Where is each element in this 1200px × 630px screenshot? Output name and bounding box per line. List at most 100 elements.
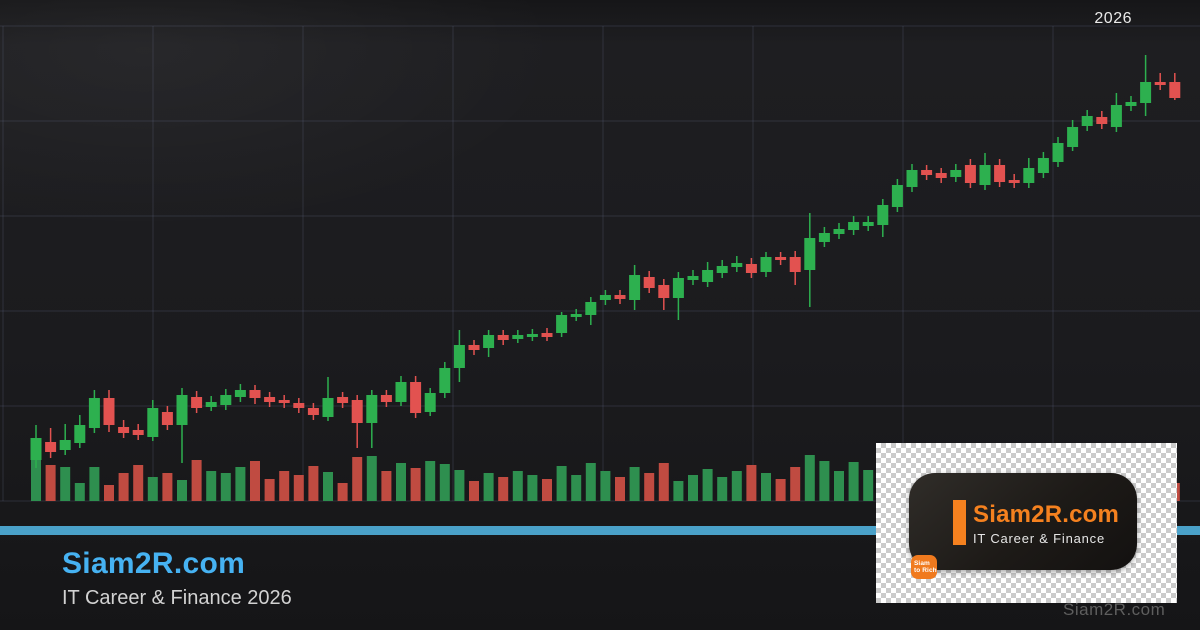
volume-bar	[206, 471, 217, 501]
candle-body	[395, 382, 407, 402]
volume-bar	[848, 462, 859, 501]
volume-bar	[381, 471, 392, 501]
volume-bar	[600, 471, 611, 501]
volume-bar	[790, 467, 801, 501]
candle-body	[935, 173, 947, 178]
candle-body	[716, 266, 728, 273]
volume-bar	[644, 473, 655, 501]
volume-bar	[177, 480, 187, 501]
candle-body	[337, 397, 349, 403]
volume-bar	[60, 467, 71, 501]
candle-body	[1081, 116, 1093, 126]
volume-bar	[133, 465, 144, 501]
candle-body	[1037, 158, 1049, 173]
candle-body	[59, 440, 71, 450]
volume-bar	[74, 483, 85, 501]
candle-body	[862, 222, 874, 226]
candle-body	[1096, 117, 1108, 124]
volume-bar	[191, 460, 202, 501]
volume-bar	[483, 473, 494, 501]
candle-body	[351, 400, 363, 423]
volume-bar	[717, 477, 728, 501]
candle-body	[687, 276, 699, 280]
candle-body	[745, 264, 757, 273]
candle-body	[483, 335, 495, 348]
volume-bar	[688, 475, 698, 501]
footer-brand-title: Siam2R.com	[62, 547, 246, 580]
candle-body	[147, 408, 159, 437]
volume-bar	[89, 467, 100, 501]
candle-body	[921, 170, 933, 175]
siam-to-rich-badge: Siam to Rich	[911, 555, 937, 579]
candle-body	[541, 333, 553, 337]
candle-body	[1052, 143, 1064, 162]
candle-body	[877, 205, 889, 225]
candle-body	[614, 295, 626, 299]
candle-body	[833, 229, 845, 234]
volume-bar	[673, 481, 684, 501]
candle-body	[672, 278, 684, 298]
candle-body	[118, 427, 130, 433]
volume-bar	[512, 471, 523, 501]
volume-bar	[761, 473, 771, 501]
volume-bar	[498, 477, 509, 501]
candle-body	[512, 335, 524, 339]
volume-bar	[118, 473, 129, 501]
watermark-text: Siam2R.com	[1063, 600, 1166, 619]
volume-bar	[746, 465, 757, 501]
volume-bar	[264, 479, 275, 501]
footer: Siam2R.com IT Career & Finance 2026	[62, 547, 292, 609]
candle-body	[760, 257, 772, 272]
volume-bar	[702, 469, 713, 501]
candle-body	[556, 315, 568, 333]
volume-bar	[542, 479, 552, 501]
candle-body	[293, 403, 305, 408]
candle-body	[439, 368, 451, 393]
candle-body	[205, 402, 217, 407]
volume-bar	[731, 471, 742, 501]
logo-image-panel: Siam2R.com IT Career & Finance Siam to R…	[876, 443, 1177, 603]
candle-body	[366, 395, 378, 423]
volume-bar	[527, 475, 538, 501]
candle-body	[1008, 180, 1020, 183]
candle-body	[380, 395, 392, 402]
candle-body	[1125, 102, 1137, 106]
candle-body	[964, 165, 976, 183]
candle-body	[88, 398, 100, 428]
volume-bar	[31, 460, 41, 501]
candle-body	[497, 335, 509, 340]
candle-body	[1023, 168, 1035, 183]
candle-body	[220, 395, 232, 405]
candle-body	[322, 398, 334, 417]
candle-body	[629, 275, 641, 300]
volume-bar	[323, 472, 333, 501]
candle-body	[570, 314, 582, 317]
volume-bar	[337, 483, 348, 501]
volume-bar	[863, 470, 874, 501]
candle-body	[1169, 82, 1181, 98]
volume-bar	[410, 468, 421, 501]
footer-subtitle: IT Career & Finance 2026	[62, 587, 292, 609]
volume-bar	[775, 479, 786, 501]
volume-bar	[629, 467, 640, 501]
volume-bar	[366, 456, 377, 501]
volume-bar	[308, 466, 319, 501]
candle-body	[643, 277, 655, 288]
badge-line-2: to Rich	[914, 567, 937, 574]
volume-bar	[658, 463, 669, 501]
volume-bar	[104, 485, 114, 501]
candle-body	[1067, 127, 1079, 147]
candle-body	[804, 238, 816, 270]
volume-bar	[250, 461, 260, 501]
candle-body	[161, 412, 173, 425]
volume-bar	[352, 457, 363, 501]
blue-divider-line	[0, 526, 1200, 535]
volume-bar	[819, 461, 830, 501]
candle-body	[906, 170, 918, 187]
candle-body	[818, 233, 830, 242]
candle-body	[979, 165, 991, 185]
candle-body	[1154, 82, 1166, 85]
logo-brand-title: Siam2R.com	[973, 501, 1120, 528]
candle-body	[278, 400, 290, 403]
